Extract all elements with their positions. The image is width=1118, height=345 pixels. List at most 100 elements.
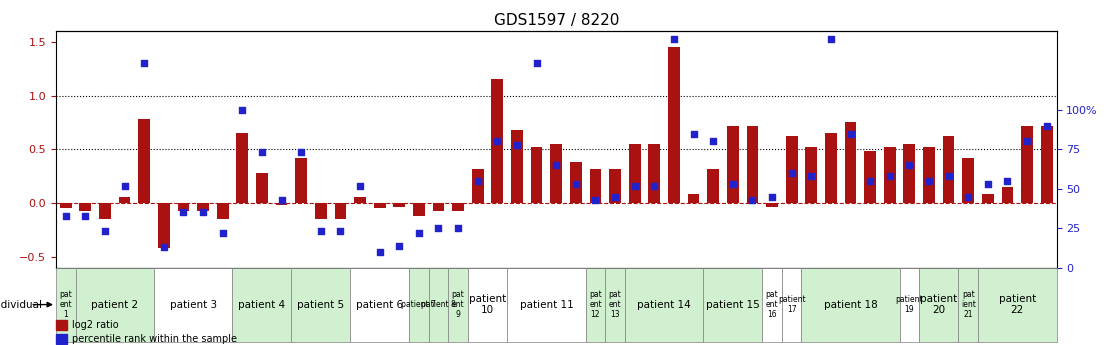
Bar <box>648 144 661 203</box>
Bar <box>295 158 307 203</box>
Bar <box>628 144 641 203</box>
Bar <box>669 47 680 203</box>
Text: patient 18: patient 18 <box>824 299 878 309</box>
Point <box>881 174 899 179</box>
Point <box>174 210 192 215</box>
Bar <box>119 197 131 203</box>
Point <box>979 181 997 187</box>
Bar <box>625 268 703 342</box>
Point <box>842 131 860 136</box>
Point <box>998 178 1016 184</box>
Bar <box>354 197 366 203</box>
Bar <box>958 268 978 342</box>
Point <box>468 178 486 184</box>
Bar <box>373 203 386 208</box>
Bar <box>217 203 228 219</box>
Point <box>214 230 231 236</box>
Point <box>253 150 271 155</box>
Point <box>626 183 644 188</box>
Text: pat
ent
13: pat ent 13 <box>608 290 622 319</box>
Bar <box>786 136 797 203</box>
Point <box>57 213 75 218</box>
Text: patient
17: patient 17 <box>778 295 805 314</box>
Bar <box>550 144 562 203</box>
Text: log2 ratio: log2 ratio <box>72 320 119 330</box>
Text: pat
ent
9: pat ent 9 <box>452 290 464 319</box>
Point <box>704 139 722 144</box>
Bar <box>884 147 896 203</box>
Bar <box>79 203 92 211</box>
Point <box>587 197 605 203</box>
Text: individual: individual <box>0 299 42 309</box>
Text: patient 2: patient 2 <box>92 299 139 309</box>
Bar <box>1041 126 1052 203</box>
Point <box>920 178 938 184</box>
Bar <box>963 158 974 203</box>
Point <box>76 213 94 218</box>
Bar <box>508 268 586 342</box>
Point <box>489 139 506 144</box>
Point <box>645 183 663 188</box>
Point <box>567 181 585 187</box>
Point <box>410 230 428 236</box>
Point <box>606 194 624 199</box>
Bar <box>100 203 111 219</box>
Bar <box>900 268 919 342</box>
Point <box>528 60 546 65</box>
Text: patient
20: patient 20 <box>920 294 957 315</box>
Point <box>390 243 408 248</box>
Point <box>1038 123 1055 128</box>
Point <box>939 174 957 179</box>
Bar <box>919 268 958 342</box>
Point <box>351 183 369 188</box>
Text: patient 7: patient 7 <box>401 300 436 309</box>
Point <box>959 194 977 199</box>
Bar <box>844 122 856 203</box>
Point <box>822 36 840 42</box>
Bar <box>805 147 817 203</box>
Bar <box>781 268 802 342</box>
Point <box>861 178 879 184</box>
Text: patient
10: patient 10 <box>468 294 506 315</box>
Bar <box>60 203 72 208</box>
Bar <box>276 203 287 205</box>
Point <box>684 131 702 136</box>
Text: pat
ent
1: pat ent 1 <box>59 290 72 319</box>
Bar <box>609 169 620 203</box>
Bar <box>825 133 836 203</box>
Bar <box>492 79 503 203</box>
Bar <box>409 268 428 342</box>
Bar <box>942 136 955 203</box>
Bar <box>292 268 350 342</box>
Point <box>723 181 741 187</box>
Bar <box>708 169 719 203</box>
Point <box>783 170 800 176</box>
Bar <box>256 173 268 203</box>
Bar <box>747 126 758 203</box>
Bar <box>703 268 762 342</box>
Text: percentile rank within the sample: percentile rank within the sample <box>72 334 237 344</box>
Text: patient 4: patient 4 <box>238 299 285 309</box>
Point <box>764 194 781 199</box>
Point <box>1018 139 1036 144</box>
Point <box>449 225 467 231</box>
Bar <box>570 162 581 203</box>
Bar <box>605 268 625 342</box>
Text: pat
ient
21: pat ient 21 <box>960 290 976 319</box>
Text: patient 8: patient 8 <box>421 300 456 309</box>
Bar <box>433 203 444 211</box>
Bar <box>978 268 1057 342</box>
Bar <box>334 203 347 219</box>
Bar <box>472 169 484 203</box>
Point <box>273 197 291 203</box>
Bar <box>197 203 209 211</box>
Bar <box>448 268 468 342</box>
Bar <box>56 334 67 344</box>
Point <box>331 229 349 234</box>
Text: patient 3: patient 3 <box>170 299 217 309</box>
Text: patient
22: patient 22 <box>998 294 1036 315</box>
Bar <box>766 203 778 207</box>
Bar <box>903 144 916 203</box>
Point <box>292 150 310 155</box>
Text: patient
19: patient 19 <box>896 295 923 314</box>
